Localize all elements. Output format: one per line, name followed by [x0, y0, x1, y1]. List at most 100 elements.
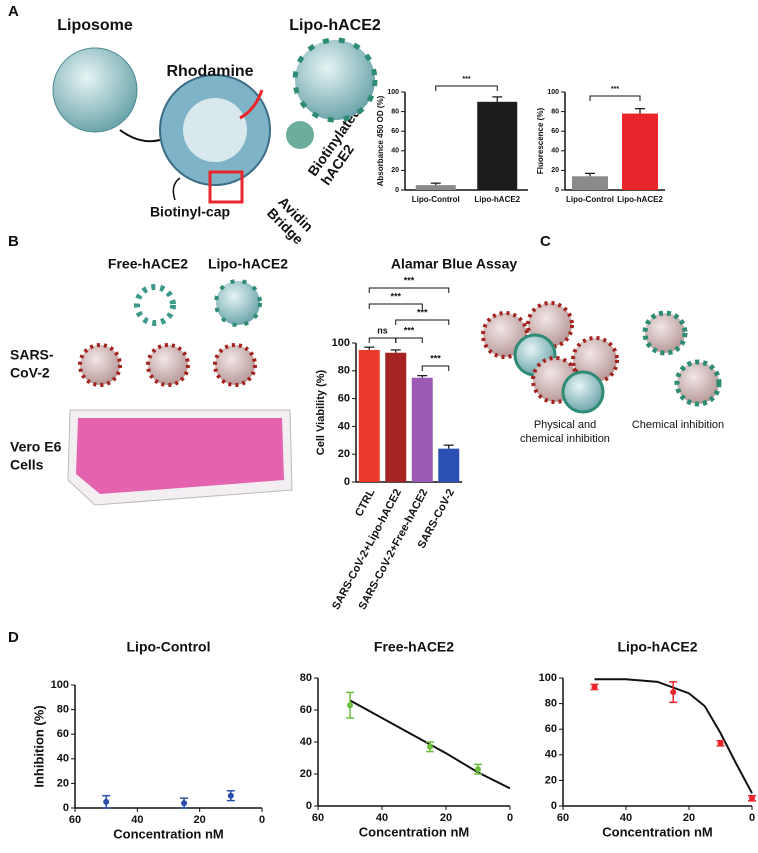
significance-label: ***: [404, 275, 415, 285]
chart-title: Free-hACE2: [374, 639, 454, 655]
point: [427, 743, 433, 750]
x-tick-label: 60: [312, 812, 324, 824]
x-tick-label: 60: [557, 812, 569, 824]
virus-icon: [642, 310, 688, 356]
x-tick-label: 20: [440, 812, 452, 824]
label: Biotinyl-cap: [150, 204, 230, 220]
y-tick-label: 20: [545, 774, 557, 786]
y-tick-label: 60: [545, 723, 557, 735]
chart-title: Lipo-Control: [127, 639, 211, 655]
x-tick-label: 40: [131, 814, 143, 826]
label: CoV-2: [10, 365, 50, 381]
y-tick-label: 100: [539, 672, 557, 684]
significance-bracket: [435, 85, 498, 91]
bar: [477, 101, 518, 190]
y-tick-label: 40: [338, 420, 350, 432]
arrow: [172, 177, 181, 201]
y-tick-label: 60: [551, 128, 559, 135]
liposome-core: [183, 98, 247, 162]
y-tick-label: 0: [551, 800, 557, 812]
y-tick-label: 0: [555, 187, 559, 194]
plate-wells: [76, 418, 284, 494]
x-tick-label: 60: [69, 814, 81, 826]
significance-bracket: [589, 95, 641, 101]
y-tick-label: 0: [395, 187, 399, 194]
x-tick-label: 40: [376, 812, 388, 824]
y-axis-label: Fluorescence (%): [536, 108, 545, 175]
panel-label: B: [8, 233, 19, 250]
bar: [622, 113, 658, 190]
y-tick-label: 20: [57, 777, 69, 789]
y-tick-label: 100: [547, 89, 559, 96]
label: Rhodamine: [166, 63, 253, 80]
panel-label: D: [8, 629, 19, 646]
point: [347, 702, 353, 709]
bar: [385, 352, 407, 482]
y-axis-label: Cell Viability (%): [315, 369, 327, 455]
label: Liposome: [57, 17, 133, 34]
bar: [358, 349, 380, 482]
y-tick-label: 60: [300, 704, 312, 716]
y-tick-label: 80: [551, 108, 559, 115]
arrow: [239, 89, 264, 120]
label: Physical and: [534, 419, 596, 431]
significance-bracket: [395, 337, 423, 343]
arrow: [119, 129, 161, 143]
label: Free-hACE2: [108, 256, 188, 272]
significance-label: ***: [430, 353, 441, 363]
label: Vero E6: [10, 439, 62, 455]
significance-bracket: [368, 337, 397, 343]
x-tick-label: Lipo-hACE2: [617, 195, 663, 204]
point: [717, 740, 724, 747]
y-tick-label: 0: [344, 476, 350, 488]
label: Cells: [10, 457, 44, 473]
y-tick-label: 20: [338, 448, 350, 460]
y-tick-label: 20: [300, 768, 312, 780]
y-tick-label: 40: [391, 148, 399, 155]
x-tick-label: Lipo-hACE2: [474, 195, 520, 204]
bar: [411, 377, 433, 482]
y-tick-label: 80: [300, 672, 312, 684]
x-tick-label: 0: [749, 812, 755, 824]
x-tick-label: Lipo-Control: [412, 195, 460, 204]
y-tick-label: 100: [51, 679, 69, 691]
point: [181, 800, 188, 807]
label: Lipo-hACE2: [208, 256, 288, 272]
point: [475, 766, 481, 773]
y-tick-label: 40: [300, 736, 312, 748]
label: Lipo-hACE2: [289, 17, 381, 34]
y-tick-label: 60: [57, 728, 69, 740]
significance-label: ***: [390, 291, 401, 301]
lipo-icon: [561, 370, 605, 414]
label: chemical inhibition: [520, 433, 610, 445]
y-tick-label: 40: [57, 753, 69, 765]
y-tick-label: 20: [391, 167, 399, 174]
significance-label: ***: [417, 307, 428, 317]
y-tick-label: 0: [306, 800, 312, 812]
significance-bracket: [368, 287, 450, 293]
y-tick-label: 100: [332, 337, 350, 349]
lipo-hace2-icon: [292, 37, 378, 123]
point: [749, 795, 755, 802]
significance-label: ns: [377, 325, 388, 335]
y-tick-label: 80: [57, 704, 69, 716]
liposome-icon: [52, 47, 138, 133]
x-axis-label: Concentration nM: [113, 826, 224, 841]
x-axis-label: Concentration nM: [359, 824, 470, 839]
y-tick-label: 60: [338, 393, 350, 405]
chart-title: Lipo-hACE2: [617, 639, 697, 655]
chart-title: Alamar Blue Assay: [391, 256, 518, 272]
lipo-hace2-icon: [214, 279, 262, 327]
free-hace2-icon: [134, 284, 176, 326]
x-tick-label: 40: [620, 812, 632, 824]
point: [103, 798, 110, 805]
x-tick-label: 20: [683, 812, 695, 824]
y-tick-label: 0: [63, 802, 69, 814]
y-tick-label: 40: [551, 148, 559, 155]
significance-label: ***: [611, 86, 619, 93]
x-axis-label: Concentration nM: [602, 824, 713, 839]
significance-bracket: [368, 303, 423, 309]
fit-curve: [594, 678, 753, 794]
significance-label: ***: [404, 325, 415, 335]
